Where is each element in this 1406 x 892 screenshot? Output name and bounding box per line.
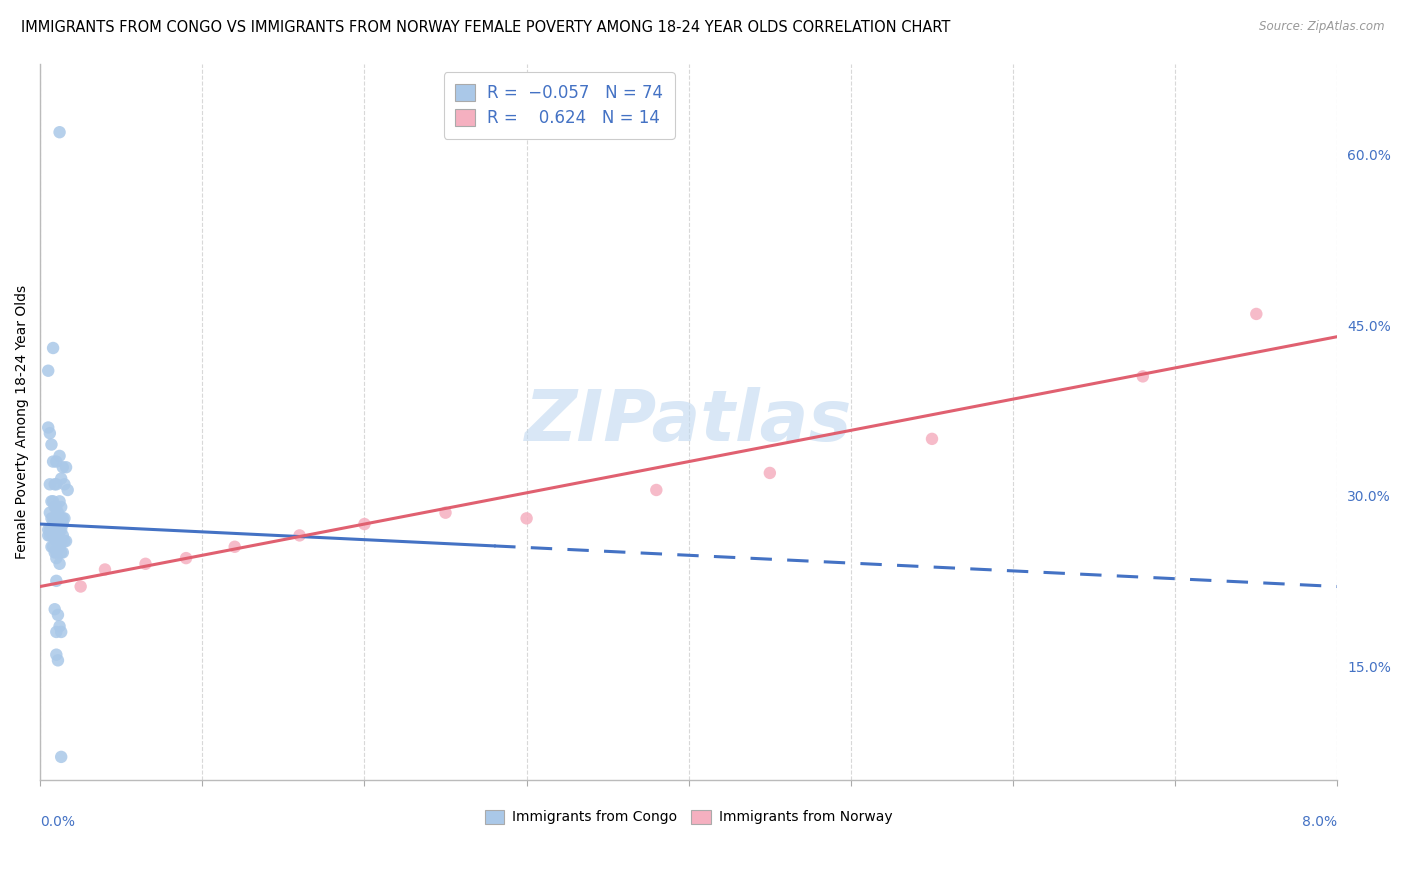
Point: [37, 523, 59, 537]
Point: [37, 528, 59, 542]
Point: [45, 624, 67, 639]
Point: [45, 574, 67, 588]
Text: ZIPatlas: ZIPatlas: [524, 387, 852, 457]
Point: [48, 534, 70, 549]
Point: [55, 460, 77, 475]
Point: [48, 540, 70, 554]
Point: [42, 454, 65, 468]
Point: [45, 545, 67, 559]
Point: [37, 420, 59, 434]
Text: Source: ZipAtlas.com: Source: ZipAtlas.com: [1260, 20, 1385, 33]
Point: [51, 750, 73, 764]
Point: [38, 426, 60, 441]
Point: [42, 528, 65, 542]
Point: [42, 494, 65, 508]
Point: [45, 534, 67, 549]
Point: [48, 619, 70, 633]
Point: [46, 523, 69, 537]
Point: [45, 454, 67, 468]
Point: [45, 551, 67, 566]
Point: [53, 511, 76, 525]
Point: [48, 494, 70, 508]
Point: [45, 648, 67, 662]
Point: [48, 523, 70, 537]
Point: [42, 511, 65, 525]
Point: [44, 477, 66, 491]
Point: [37, 364, 59, 378]
Point: [52, 511, 75, 525]
Point: [41, 437, 63, 451]
Text: 0.0%: 0.0%: [41, 815, 75, 830]
Point: [38, 477, 60, 491]
Y-axis label: Female Poverty Among 18-24 Year Olds: Female Poverty Among 18-24 Year Olds: [15, 285, 30, 559]
Point: [53, 534, 76, 549]
Point: [48, 449, 70, 463]
Point: [353, 516, 375, 531]
Point: [41, 523, 63, 537]
Point: [41, 494, 63, 508]
Point: [45, 511, 67, 525]
Point: [52, 528, 75, 542]
Point: [44, 602, 66, 616]
Point: [224, 540, 246, 554]
Point: [51, 500, 73, 514]
Point: [48, 557, 70, 571]
Point: [42, 516, 65, 531]
Point: [46, 607, 69, 622]
Point: [45, 516, 67, 531]
Point: [45, 500, 67, 514]
Point: [51, 523, 73, 537]
Point: [42, 341, 65, 355]
Point: [645, 483, 668, 497]
Point: [53, 477, 76, 491]
Point: [174, 551, 197, 566]
Point: [52, 516, 75, 531]
Point: [288, 528, 311, 542]
Point: [44, 545, 66, 559]
Point: [1132, 369, 1154, 384]
Point: [48, 511, 70, 525]
Point: [44, 500, 66, 514]
Point: [134, 557, 156, 571]
Legend: Immigrants from Congo, Immigrants from Norway: Immigrants from Congo, Immigrants from N…: [479, 804, 898, 830]
Point: [42, 540, 65, 554]
Point: [55, 534, 77, 549]
Point: [44, 523, 66, 537]
Point: [434, 506, 457, 520]
Point: [46, 528, 69, 542]
Point: [516, 511, 538, 525]
Point: [51, 534, 73, 549]
Point: [41, 511, 63, 525]
Point: [41, 540, 63, 554]
Point: [52, 545, 75, 559]
Text: 8.0%: 8.0%: [1302, 815, 1337, 830]
Point: [38, 528, 60, 542]
Point: [45, 477, 67, 491]
Point: [1246, 307, 1268, 321]
Point: [51, 511, 73, 525]
Point: [51, 545, 73, 559]
Point: [51, 624, 73, 639]
Point: [44, 511, 66, 525]
Point: [38, 506, 60, 520]
Point: [46, 506, 69, 520]
Point: [69, 580, 91, 594]
Point: [759, 466, 782, 480]
Point: [52, 460, 75, 475]
Point: [56, 483, 79, 497]
Point: [94, 562, 117, 576]
Point: [921, 432, 943, 446]
Point: [44, 528, 66, 542]
Point: [48, 125, 70, 139]
Point: [46, 653, 69, 667]
Point: [51, 472, 73, 486]
Text: IMMIGRANTS FROM CONGO VS IMMIGRANTS FROM NORWAY FEMALE POVERTY AMONG 18-24 YEAR : IMMIGRANTS FROM CONGO VS IMMIGRANTS FROM…: [21, 20, 950, 35]
Point: [38, 523, 60, 537]
